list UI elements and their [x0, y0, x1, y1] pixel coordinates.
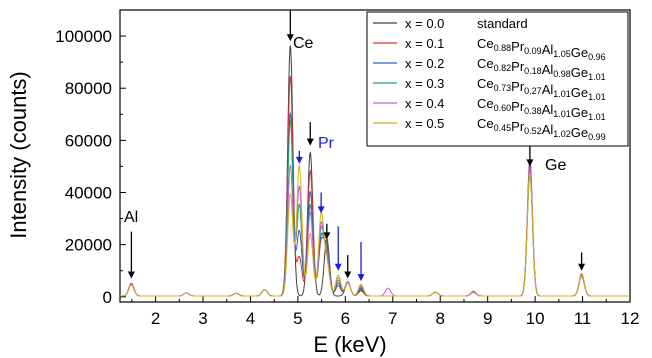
legend-composition: Ce0.60Pr0.38Al1.01Ge1.01: [477, 96, 606, 122]
legend-box: [366, 11, 629, 147]
plot-frame: [119, 9, 631, 303]
legend-item: x = 0.3 Ce0.73Pr0.27Al1.01Ge1.01: [373, 76, 606, 102]
y-tick-label: 80000: [65, 79, 112, 98]
series-line-5: [120, 164, 630, 297]
y-axis-title: Intensity (counts): [6, 71, 31, 239]
pr-arrow-2: [334, 226, 342, 271]
legend-composition: Ce0.45Pr0.52Al1.02Ge0.99: [477, 116, 606, 142]
legend-composition: Ce0.73Pr0.27Al1.01Ge1.01: [477, 76, 606, 102]
pr-arrow-0: [295, 150, 303, 164]
x-axis: 2 3 4 5 6 7 8 9 10 11 12: [131, 296, 640, 328]
y-tick-label: 100000: [55, 27, 112, 46]
legend-label: x = 0.5: [405, 116, 444, 131]
peak-label-pr: Pr: [318, 135, 335, 152]
x-tick-label: 6: [341, 309, 350, 328]
legend-label: x = 0.1: [405, 36, 444, 51]
y-tick-label: 0: [103, 288, 112, 307]
peak-arrow-al: [127, 231, 135, 279]
x-tick-label: 3: [198, 309, 207, 328]
y-tick-label: 60000: [65, 131, 112, 150]
legend-item: x = 0.2 Ce0.82Pr0.18Al0.98Ge1.01: [373, 56, 606, 82]
x-tick-label: 9: [483, 309, 492, 328]
ce-arrow-1: [323, 223, 331, 240]
x-tick-label: 2: [151, 309, 160, 328]
legend-label: x = 0.0: [405, 16, 444, 31]
peak-label-ce: Ce: [293, 35, 314, 52]
y-axis: 0 20000 40000 60000 80000 100000: [55, 27, 126, 307]
ce-arrow-3: [578, 252, 586, 271]
peak-label-al: Al: [124, 209, 138, 226]
ce-arrow-2: [344, 255, 352, 279]
peak-arrow-ce: [286, 10, 294, 42]
legend-composition: standard: [477, 16, 528, 31]
x-tick-label: 10: [526, 309, 545, 328]
pr-arrow-1: [317, 192, 325, 214]
legend-label: x = 0.3: [405, 76, 444, 91]
ce-arrow-0: [306, 122, 314, 146]
x-tick-label: 5: [293, 309, 302, 328]
legend-label: x = 0.2: [405, 56, 444, 71]
x-tick-label: 4: [246, 309, 255, 328]
legend-item: x = 0.1 Ce0.88Pr0.09Al1.05Ge0.96: [373, 36, 606, 62]
y-tick-label: 40000: [65, 184, 112, 203]
x-tick-label: 8: [435, 309, 444, 328]
y-tick-label: 20000: [65, 236, 112, 255]
x-tick-label: 11: [574, 309, 592, 328]
pr-arrow-3: [357, 242, 365, 282]
legend: x = 0.0 standard x = 0.1 Ce0.88Pr0.09Al1.05…: [366, 11, 629, 147]
x-tick-label: 7: [388, 309, 397, 328]
legend-composition: Ce0.88Pr0.09Al1.05Ge0.96: [477, 36, 606, 62]
legend-label: x = 0.4: [405, 96, 444, 111]
peak-label-ge: Ge: [545, 157, 566, 174]
legend-item: x = 0.0 standard: [373, 16, 528, 31]
legend-item: x = 0.5 Ce0.45Pr0.52Al1.02Ge0.99: [373, 116, 606, 142]
series-line-3: [120, 119, 630, 297]
x-axis-title: E (keV): [313, 332, 386, 357]
series-lines: [120, 45, 630, 297]
legend-item: x = 0.4 Ce0.60Pr0.38Al1.01Ge1.01: [373, 96, 606, 122]
legend-composition: Ce0.82Pr0.18Al0.98Ge1.01: [477, 56, 606, 82]
series-line-4: [120, 164, 630, 297]
x-tick-label: 12: [621, 309, 640, 328]
